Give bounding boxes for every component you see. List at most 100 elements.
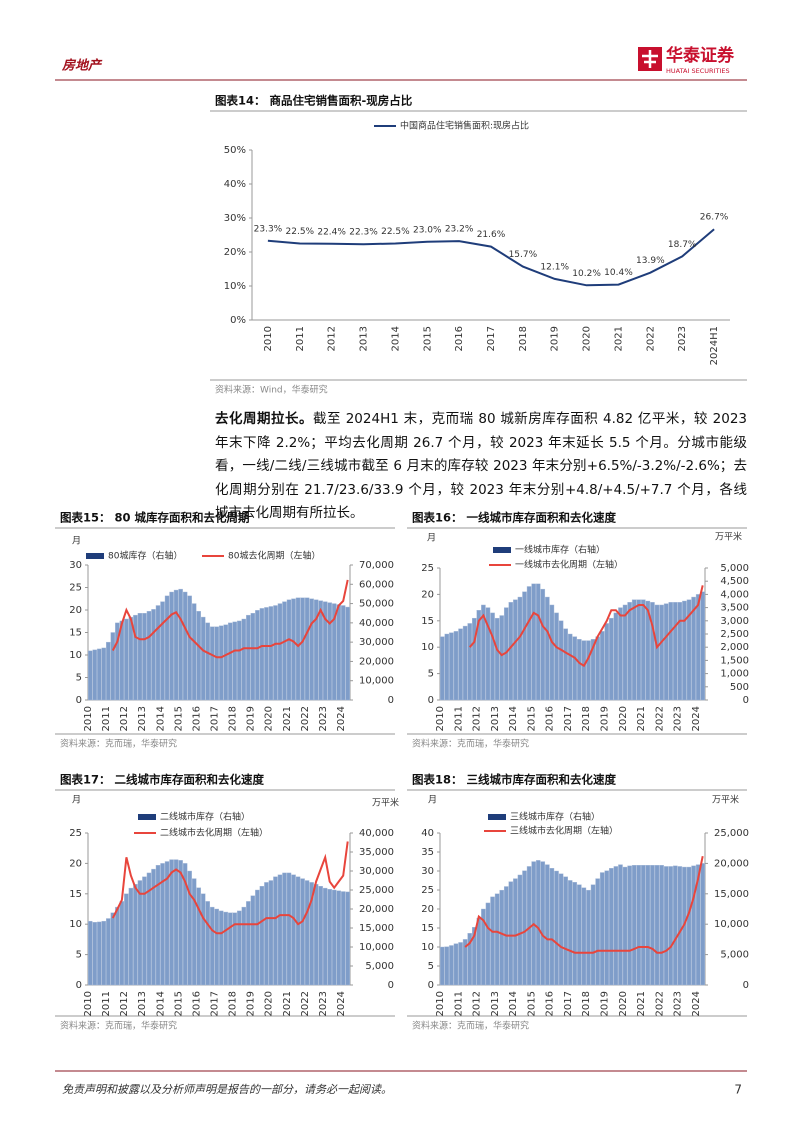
bar <box>476 917 482 986</box>
y-tick-label: 10 <box>421 942 434 953</box>
bar <box>191 603 197 701</box>
bar <box>268 880 274 986</box>
bar <box>115 622 120 701</box>
bar <box>336 890 341 986</box>
line <box>468 585 704 668</box>
bar <box>340 605 346 701</box>
bar <box>115 906 120 986</box>
bar <box>178 860 183 986</box>
paragraph-text: 截至 2024H1 末，克而瑞 80 城新房库存面积 4.82 亿平米，较 20… <box>215 411 747 521</box>
paragraph: 去化周期拉长。截至 2024H1 末，克而瑞 80 城新房库存面积 4.82 亿… <box>215 408 747 526</box>
bar <box>241 618 247 701</box>
x-tick-label: 2016 <box>191 991 202 1016</box>
y2-tick-label: 15,000 <box>714 889 749 900</box>
bar <box>622 866 628 986</box>
x-tick-label: 2019 <box>599 706 610 731</box>
bar <box>345 606 350 701</box>
y2-tick-label: 60,000 <box>359 579 394 590</box>
y2-tick-label: 1,500 <box>720 655 749 666</box>
bar <box>277 603 283 701</box>
bar <box>476 610 482 701</box>
x-tick-label: 2023 <box>673 706 684 731</box>
bar <box>182 591 188 701</box>
bar <box>604 870 610 986</box>
bar <box>659 604 664 701</box>
bar <box>228 622 233 701</box>
bar <box>191 878 197 986</box>
bar <box>273 876 278 986</box>
logo-subtext: HUATAI SECURITIES <box>666 67 730 75</box>
bar <box>449 945 454 986</box>
bar <box>291 874 296 986</box>
x-tick-label: 2013 <box>359 326 370 351</box>
legend-label: 三线城市库存（右轴） <box>510 811 600 823</box>
x-tick-label: 2024 <box>336 991 347 1016</box>
y2-tick-label: 5,000 <box>720 950 749 961</box>
bar <box>255 610 260 701</box>
y-axis-label: 月 <box>72 536 81 547</box>
y2-tick-label: 20,000 <box>359 904 394 915</box>
bar <box>613 866 619 986</box>
bar <box>563 628 568 701</box>
x-tick-label: 2022 <box>300 706 311 731</box>
x-tick-label: 2012 <box>327 326 338 351</box>
bar <box>322 601 328 701</box>
legend-label: 80城去化周期（左轴） <box>228 550 320 562</box>
y-tick-label: 30 <box>69 560 82 571</box>
bar <box>160 601 165 701</box>
data-label: 15.7% <box>509 250 538 260</box>
x-tick-label: 2022 <box>654 991 665 1016</box>
bar <box>237 910 242 986</box>
y-tick-label: 10 <box>69 650 82 661</box>
bar <box>695 864 701 986</box>
bar <box>622 604 628 701</box>
bar <box>641 599 646 701</box>
bar <box>318 600 323 701</box>
bar <box>246 614 251 701</box>
bar <box>133 614 138 701</box>
section-label: 房地产 <box>61 58 103 74</box>
x-tick-label: 2010 <box>435 706 446 731</box>
y2-tick-label: 2,000 <box>720 642 749 653</box>
x-tick-label: 2014 <box>155 991 166 1016</box>
y-tick-label: 20% <box>224 247 246 258</box>
y-tick-label: 20 <box>421 904 434 915</box>
bar <box>467 623 472 701</box>
legend-label: 三线城市去化周期（左轴） <box>510 825 618 837</box>
x-tick-label: 2014 <box>508 706 519 731</box>
legend-label: 二线城市库存（右轴） <box>160 811 250 823</box>
x-tick-label: 2021 <box>636 706 647 731</box>
chart-title: 图表14： 商品住宅销售面积-现房占比 <box>215 94 413 108</box>
bar <box>133 884 138 986</box>
bar <box>110 632 116 701</box>
bar <box>173 859 179 986</box>
bar <box>481 908 486 986</box>
bar <box>282 872 287 986</box>
bar <box>595 636 600 701</box>
bar <box>444 633 450 701</box>
bar <box>572 882 578 986</box>
y-tick-label: 25 <box>421 885 434 896</box>
y2-tick-label: 4,500 <box>720 576 749 587</box>
y2-tick-label: 3,500 <box>720 603 749 614</box>
bar <box>92 922 98 986</box>
y-tick-label: 35 <box>421 847 434 858</box>
x-tick-label: 2018 <box>581 706 592 731</box>
bar <box>209 906 215 986</box>
bar <box>490 896 495 986</box>
chart-title: 图表18： 三线城市库存面积和去化速度 <box>412 773 617 787</box>
bar <box>205 622 210 701</box>
x-tick-label: 2022 <box>654 706 665 731</box>
data-label: 22.4% <box>317 227 346 237</box>
bar <box>327 889 332 986</box>
x-tick-label: 2014 <box>390 326 401 351</box>
bar <box>513 599 518 701</box>
bar <box>613 612 619 701</box>
bar <box>164 861 170 986</box>
bar <box>146 611 152 701</box>
bar <box>586 640 591 701</box>
bar <box>572 636 578 701</box>
bar <box>522 870 527 986</box>
bar <box>535 860 541 986</box>
